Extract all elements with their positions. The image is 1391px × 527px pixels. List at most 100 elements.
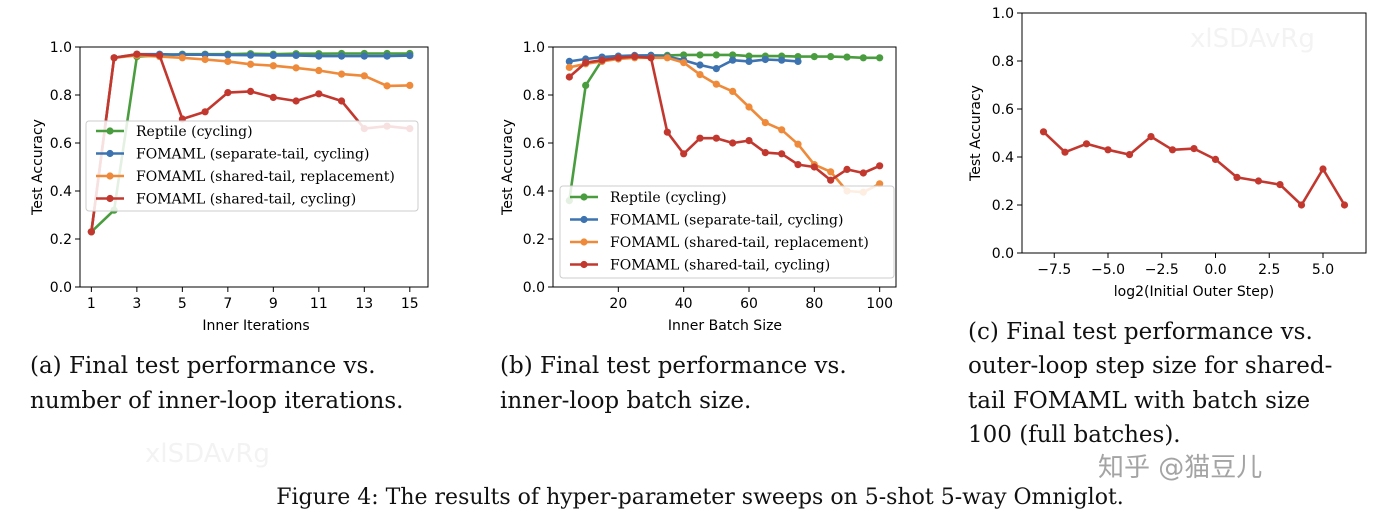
panel-c-chart: 0.0 0.2 0.4 0.6 0.8 1.0 −7.5 −5.0 −2.5 0.0 2.5 5.0… (968, 6, 1367, 448)
data-point (696, 134, 704, 142)
legend-label: FOMAML (shared-tail, cycling) (136, 192, 356, 208)
panel-c-caption-line-4: 100 (full batches). (968, 422, 1181, 448)
panel-c-caption-line-3: tail FOMAML with batch size (968, 388, 1310, 414)
panel-b-ylabel: Test Accuracy (500, 119, 516, 216)
data-point (224, 89, 232, 97)
y-tick-label: 0.4 (50, 184, 72, 200)
data-point (663, 54, 671, 62)
data-point (1254, 177, 1263, 185)
data-point (729, 56, 737, 64)
data-point (337, 70, 346, 78)
data-point (712, 134, 720, 142)
data-point (745, 103, 753, 111)
panel-b-caption-line-2: inner-loop batch size. (500, 388, 751, 414)
x-tick-label: 9 (269, 296, 278, 312)
data-point (843, 165, 851, 173)
data-point (1168, 146, 1177, 154)
x-tick-label: 40 (675, 296, 693, 312)
data-point (582, 59, 590, 67)
data-point (1319, 165, 1327, 173)
data-point (761, 119, 769, 127)
legend-marker (106, 194, 114, 203)
panel-a-xlabel: Inner Iterations (202, 318, 309, 334)
data-point (1190, 145, 1198, 153)
y-tick-label: 0.2 (992, 198, 1014, 214)
y-tick-label: 0.8 (50, 88, 72, 104)
data-point (614, 54, 622, 62)
data-point (337, 52, 346, 60)
x-tick-label: −7.5 (1037, 262, 1071, 278)
x-tick-label: 13 (355, 296, 373, 312)
x-tick-label: 5.0 (1312, 262, 1334, 278)
y-tick-label: 0.6 (523, 136, 545, 152)
panel-c-ylabel: Test Accuracy (968, 85, 984, 182)
data-point (337, 97, 346, 105)
data-point (778, 150, 786, 158)
panel-b-frame (552, 46, 897, 288)
data-point (712, 65, 720, 73)
legend-marker (580, 215, 588, 224)
data-point (827, 176, 835, 184)
panel-a-caption-line-2: number of inner-loop iterations. (30, 388, 403, 414)
data-point (859, 169, 867, 177)
y-tick-label: 0.0 (992, 246, 1014, 262)
legend-marker (580, 238, 588, 246)
data-point (794, 57, 802, 65)
data-point (745, 52, 753, 60)
panel-c-y-ticks: 0.0 0.2 0.4 0.6 0.8 1.0 (992, 6, 1022, 262)
x-tick-label: 20 (609, 296, 627, 312)
panel-c-caption-line-2: outer-loop step size for shared- (968, 353, 1332, 379)
legend-label: Reptile (cycling) (610, 190, 727, 206)
data-point (406, 52, 414, 60)
x-tick-label: −5.0 (1091, 262, 1125, 278)
faint-watermark-top: xlSDAvRg (1190, 24, 1315, 54)
data-point (1297, 201, 1306, 209)
data-point (680, 150, 688, 158)
data-point (598, 56, 606, 64)
data-point (827, 168, 835, 176)
y-tick-label: 0.6 (50, 136, 72, 152)
data-point (565, 73, 573, 81)
data-point (565, 63, 573, 71)
data-point (647, 54, 655, 62)
x-tick-label: 80 (805, 296, 823, 312)
data-point (729, 139, 737, 147)
y-tick-label: 1.0 (523, 40, 545, 56)
panel-c-series (1039, 128, 1349, 209)
data-point (269, 51, 277, 60)
x-tick-label: 0.0 (1204, 262, 1226, 278)
data-point (729, 51, 737, 59)
data-point (745, 57, 753, 65)
x-tick-label: 60 (740, 296, 758, 312)
series-line-fomaml-shared-tail-cycling- (568, 55, 881, 182)
panel-b-series (565, 51, 884, 205)
data-point (794, 161, 802, 169)
data-point (827, 53, 835, 61)
data-point (315, 66, 323, 75)
x-tick-label: −2.5 (1145, 262, 1179, 278)
panel-a-caption-line-1: (a) Final test performance vs. (30, 353, 376, 379)
y-tick-label: 1.0 (992, 6, 1014, 22)
x-tick-label: 11 (310, 296, 328, 312)
data-point (778, 126, 786, 134)
data-point (156, 51, 164, 60)
data-point (745, 137, 753, 145)
y-tick-label: 0.4 (523, 184, 545, 200)
data-point (876, 162, 884, 170)
y-tick-label: 1.0 (50, 40, 72, 56)
data-point (794, 140, 802, 148)
y-tick-label: 0.0 (50, 280, 72, 296)
panel-a-legend-box (85, 120, 419, 212)
panel-a-legend: Reptile (cycling) FOMAML (separate-tail, … (85, 120, 419, 212)
data-point (712, 51, 720, 59)
panel-a-y-ticks: 0.0 0.2 0.4 0.6 0.8 1.0 (50, 40, 80, 296)
y-tick-label: 0.8 (992, 54, 1014, 70)
data-point (1211, 155, 1220, 163)
panel-b-y-ticks: 0.0 0.2 0.4 0.6 0.8 1.0 (523, 40, 553, 296)
legend-label: FOMAML (shared-tail, replacement) (136, 169, 395, 185)
legend-marker (106, 127, 114, 135)
panel-a-ylabel: Test Accuracy (30, 119, 46, 216)
y-tick-label: 0.2 (50, 232, 72, 248)
panel-c-caption-line-1: (c) Final test performance vs. (968, 319, 1313, 345)
data-point (269, 62, 277, 70)
